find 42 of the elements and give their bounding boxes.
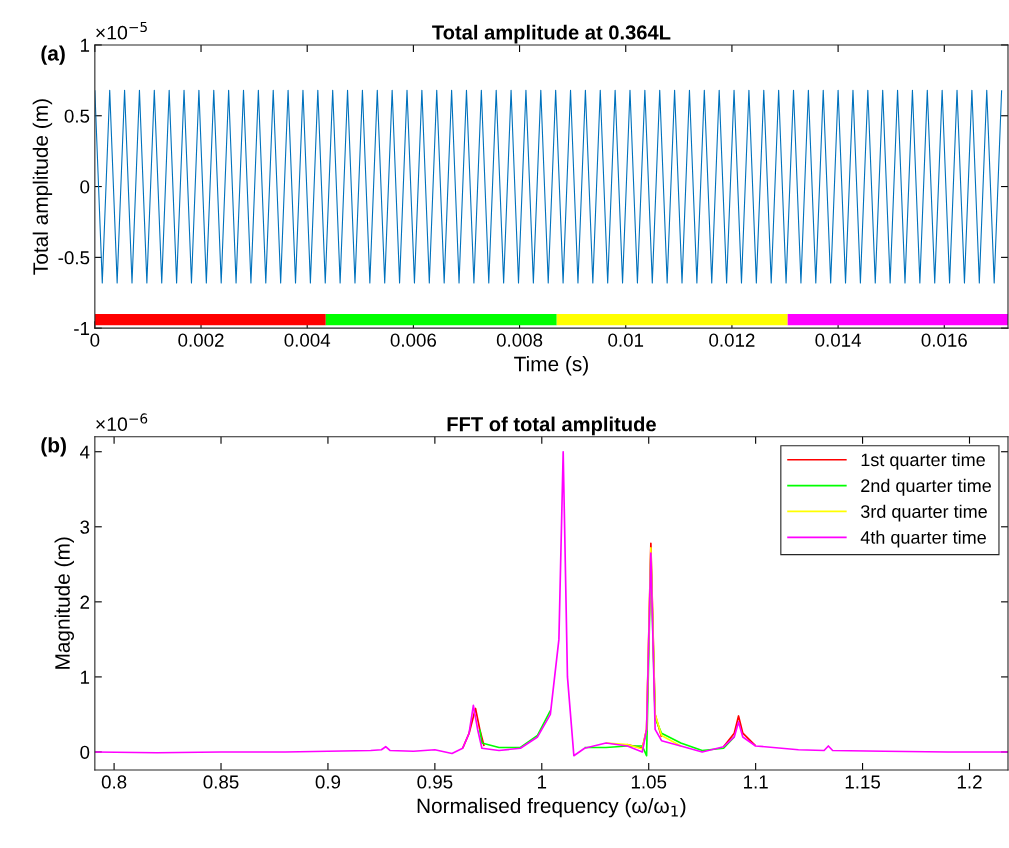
- legend-label: 3rd quarter time: [860, 504, 987, 522]
- legend-label: 1st quarter time: [861, 452, 985, 470]
- x-tick-label: 0.006: [390, 333, 437, 347]
- x-tick-label: 1.05: [631, 775, 667, 789]
- y-tick-label: -1: [74, 322, 90, 335]
- y-tick-label: 2: [80, 595, 90, 609]
- legend-label: 4th quarter time: [860, 530, 986, 548]
- x-tick-label: 0.004: [284, 333, 331, 347]
- chart-title: Total amplitude at 0.364L: [432, 24, 671, 44]
- text: ×10$^{−5}$: [96, 21, 147, 40]
- y-tick-label: 0.5: [64, 109, 90, 123]
- x-axis-title: Normalised frequency (ω/ω$_{1}$): [417, 797, 686, 818]
- x-tick-label: 0.85: [203, 775, 239, 789]
- y-tick-label: 1: [80, 38, 90, 52]
- y-axis-title: Magnitude (m): [54, 537, 74, 669]
- y-axis-title: Total amplitude (m): [32, 99, 53, 275]
- x-tick-label: 0.016: [921, 333, 967, 347]
- y-tick-label: 3: [80, 520, 90, 534]
- text: ×10$^{−6}$: [96, 413, 148, 432]
- y-tick-label: 0: [80, 180, 90, 194]
- x-tick-label: 0.012: [709, 333, 755, 347]
- y-tick-label: 1: [80, 670, 90, 684]
- x-tick-label: 1.15: [845, 775, 881, 789]
- x-tick-label: 0.002: [178, 333, 224, 347]
- y-tick-label: 4: [79, 445, 90, 459]
- x-tick-label: 0.95: [417, 775, 453, 789]
- x-tick-label: 1.1: [744, 775, 768, 789]
- y-tick-label: 0: [80, 745, 90, 759]
- legend-label: 2nd quarter time: [861, 478, 991, 496]
- text: (b): [41, 437, 66, 457]
- y-tick-label: -0.5: [58, 251, 90, 265]
- text: (a): [41, 45, 65, 65]
- x-tick-label: 1.2: [957, 775, 982, 789]
- chart-title: FFT of total amplitude: [447, 416, 656, 436]
- x-tick-label: 0.01: [608, 333, 644, 347]
- x-tick-label: 1: [538, 775, 547, 789]
- x-axis-title: Time (s): [514, 356, 588, 376]
- x-tick-label: 0: [90, 333, 100, 347]
- x-tick-label: 0.9: [315, 775, 341, 789]
- x-tick-label: 0.008: [496, 333, 543, 347]
- x-tick-label: 0.014: [815, 333, 862, 347]
- x-tick-label: 0.8: [101, 775, 127, 789]
